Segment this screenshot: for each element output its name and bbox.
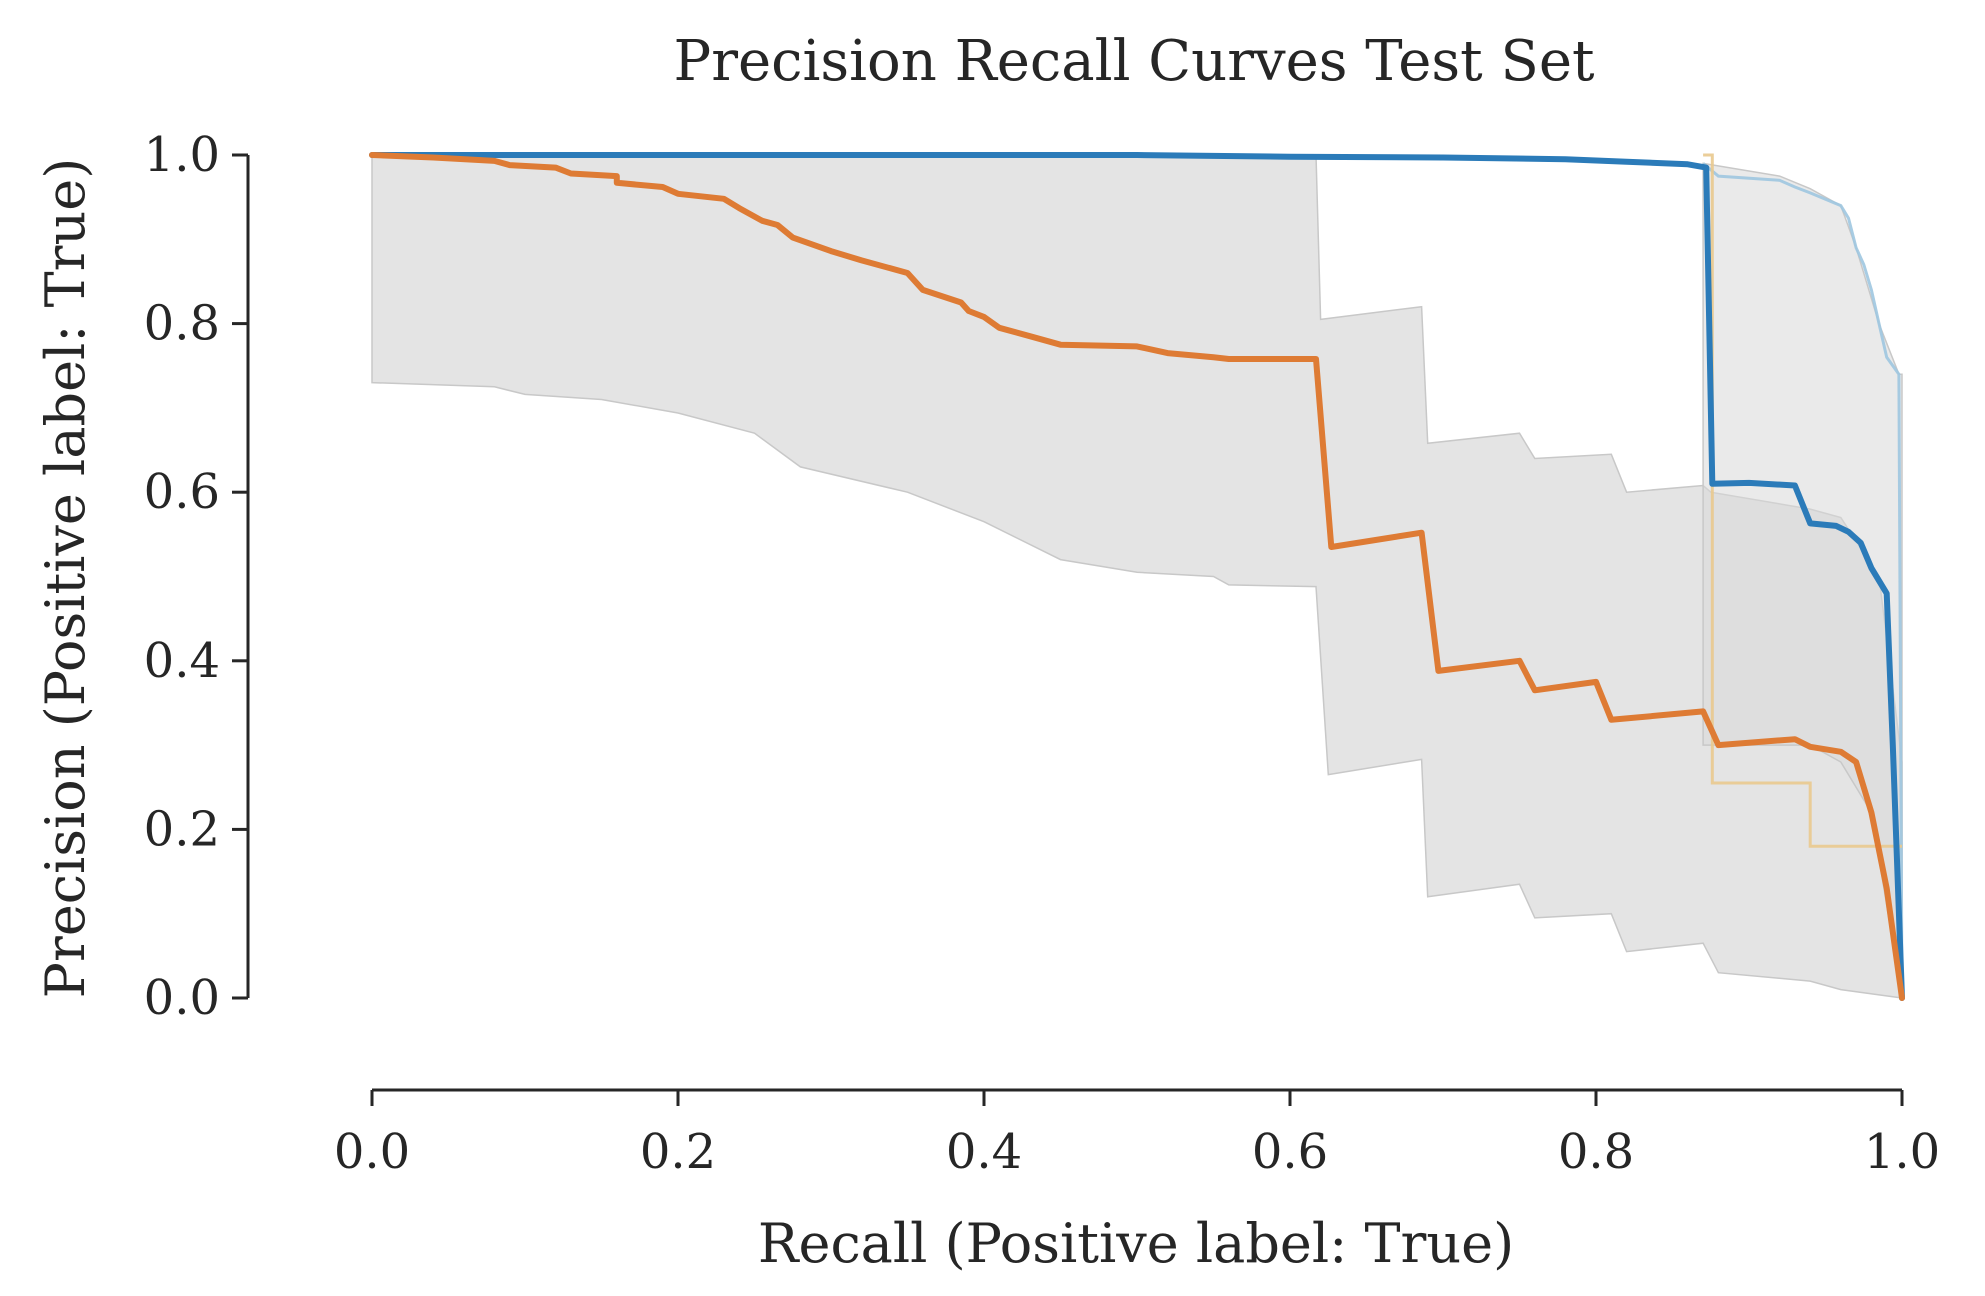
bands-layer xyxy=(371,154,1903,999)
y-axis: 0.0 0.2 0.4 0.6 0.8 1.0 xyxy=(144,127,250,1026)
faint-series-line-1 xyxy=(1702,162,1904,999)
series-layer xyxy=(369,152,1905,1001)
y-tick-label: 0.6 xyxy=(144,464,220,520)
y-tick-label: 0.8 xyxy=(144,296,220,352)
chart-title: Precision Recall Curves Test Set xyxy=(674,29,1595,94)
y-axis-label: Precision (Positive label: True) xyxy=(34,158,97,999)
x-tick-label: 0.0 xyxy=(334,1124,410,1180)
x-tick-label: 1.0 xyxy=(1864,1124,1940,1180)
x-tick-label: 0.4 xyxy=(946,1124,1022,1180)
x-tick-label: 0.6 xyxy=(1252,1124,1328,1180)
y-tick-label: 0.0 xyxy=(144,970,220,1026)
y-tick-label: 1.0 xyxy=(144,127,220,183)
x-axis: 0.0 0.2 0.4 0.6 0.8 1.0 xyxy=(334,1088,1940,1180)
faint-series-line-2 xyxy=(1703,153,1902,848)
confidence-band-1 xyxy=(371,154,1903,999)
x-tick-label: 0.2 xyxy=(640,1124,716,1180)
series-line-1 xyxy=(369,152,1905,1001)
y-tick-label: 0.4 xyxy=(144,633,220,689)
x-tick-label: 0.8 xyxy=(1558,1124,1634,1180)
x-axis-label: Recall (Positive label: True) xyxy=(758,1212,1514,1275)
y-tick-label: 0.2 xyxy=(144,801,220,857)
series-line-2 xyxy=(369,152,1905,1001)
faint-series-layer xyxy=(1702,153,1904,999)
